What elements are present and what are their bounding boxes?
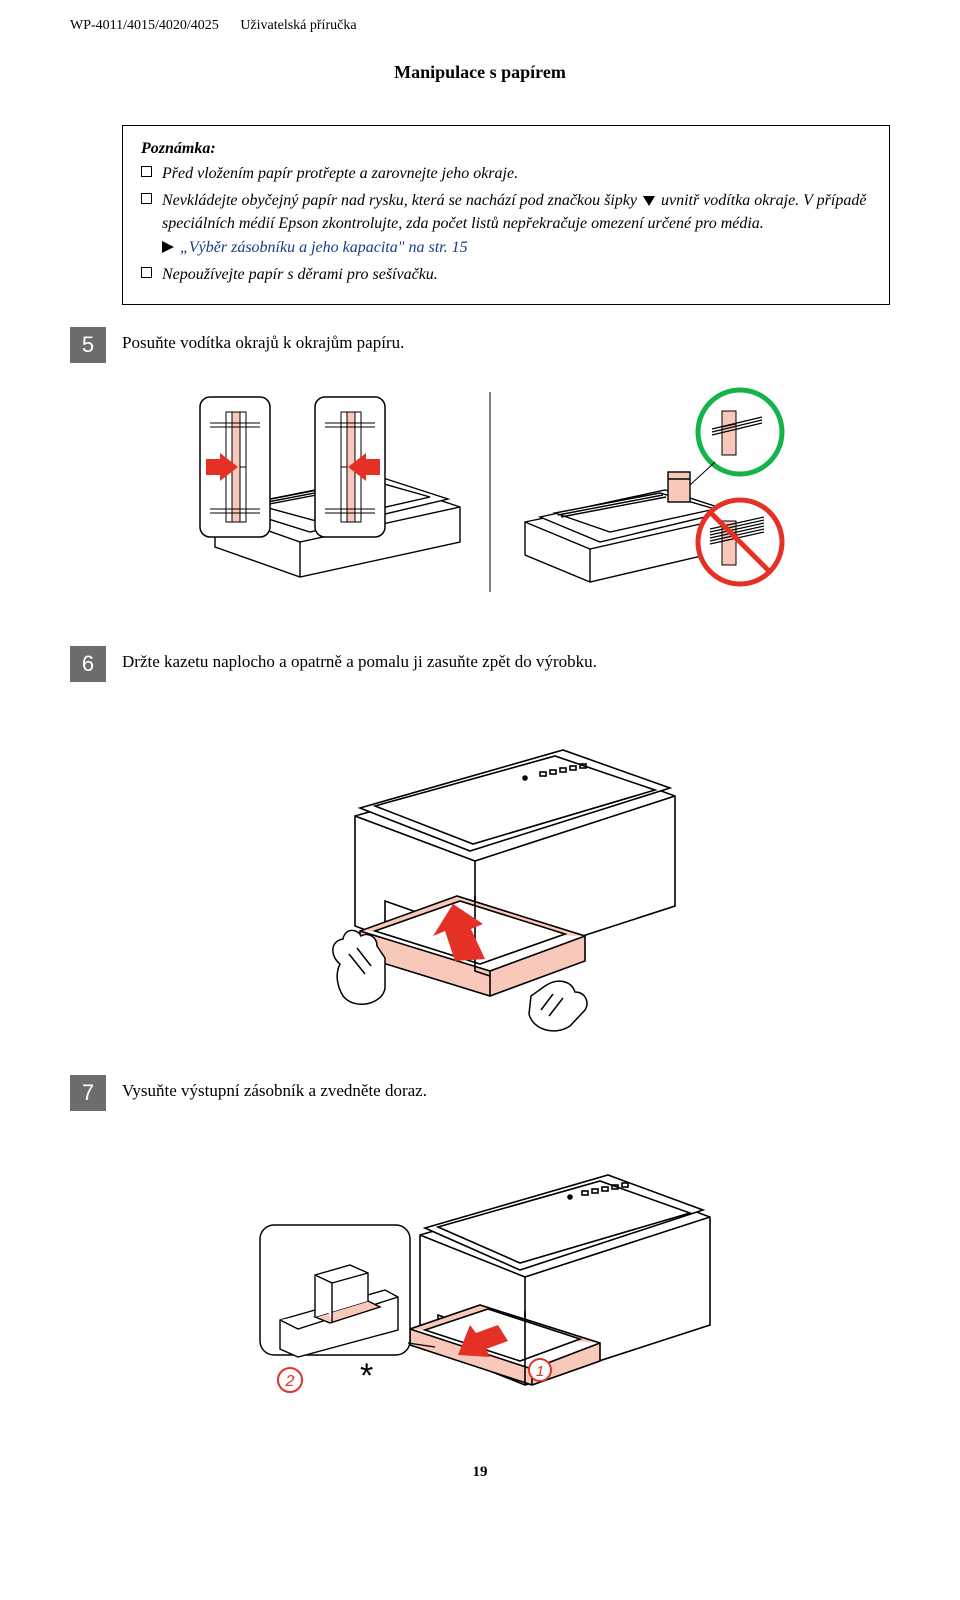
step-5: 5 Posuňte vodítka okrajů k okrajům papír… <box>70 327 890 363</box>
arrow-down-icon <box>643 196 655 206</box>
step-number-badge: 5 <box>70 327 106 363</box>
step-7: 7 Vysuňte výstupní zásobník a zvedněte d… <box>70 1075 890 1111</box>
svg-text:*: * <box>360 1357 373 1395</box>
figure-step-6 <box>70 696 890 1041</box>
page-number: 19 <box>70 1464 890 1481</box>
model-number: WP-4011/4015/4020/4025 <box>70 18 219 33</box>
note-label: Poznámka: <box>141 140 871 158</box>
note-item-3: Nepoužívejte papír s děrami pro sešívačk… <box>141 263 871 286</box>
step-text: Držte kazetu naplocho a opatrně a pomalu… <box>122 646 597 672</box>
figure-step-7: 1 * 2 <box>70 1125 890 1430</box>
manual-title: Uživatelská příručka <box>240 18 356 33</box>
note-text: Nevkládejte obyčejný papír nad rysku, kt… <box>162 189 871 259</box>
step-number-badge: 6 <box>70 646 106 682</box>
figure-step-5 <box>70 377 890 612</box>
svg-text:1: 1 <box>536 1363 544 1380</box>
step-text: Vysuňte výstupní zásobník a zvedněte dor… <box>122 1075 427 1101</box>
note-text: Před vložením papír protřepte a zarovnej… <box>162 162 518 185</box>
cross-reference-link[interactable]: „Výběr zásobníku a jeho kapacita" na str… <box>180 239 468 256</box>
page-header: WP-4011/4015/4020/4025 Uživatelská příru… <box>70 18 890 34</box>
arrow-right-icon <box>162 241 174 253</box>
note-item-1: Před vložením papír protřepte a zarovnej… <box>141 162 871 185</box>
bullet-icon <box>141 267 152 278</box>
bullet-icon <box>141 193 152 204</box>
section-title: Manipulace s papírem <box>70 62 890 83</box>
step-text: Posuňte vodítka okrajů k okrajům papíru. <box>122 327 404 353</box>
step-number-badge: 7 <box>70 1075 106 1111</box>
note-text: Nepoužívejte papír s děrami pro sešívačk… <box>162 263 438 286</box>
step-6: 6 Držte kazetu naplocho a opatrně a poma… <box>70 646 890 682</box>
bullet-icon <box>141 166 152 177</box>
note-box: Poznámka: Před vložením papír protřepte … <box>122 125 890 305</box>
svg-text:2: 2 <box>285 1373 295 1390</box>
note-item-2: Nevkládejte obyčejný papír nad rysku, kt… <box>141 189 871 259</box>
